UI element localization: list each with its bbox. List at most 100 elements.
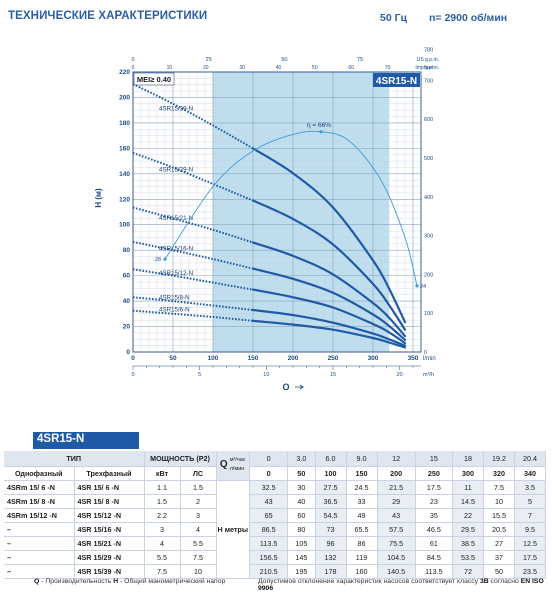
cell-three: 4SR 15/21 -N	[74, 536, 145, 551]
cell-head: 73	[315, 522, 347, 537]
cell-head: 86	[346, 536, 378, 551]
cell-single: –	[4, 536, 75, 551]
tolerance-standard: EN ISO 9906	[258, 578, 544, 592]
cell-head: 14.5	[452, 494, 484, 509]
us-gpm-tick-label: 0	[131, 57, 134, 63]
y-tick-label: 180	[119, 120, 130, 127]
cell-hp: 1.5	[180, 480, 217, 495]
y-feet-tick-label: 780	[424, 47, 433, 53]
series-line-dotted	[132, 296, 254, 311]
imp-gpm-unit: Imp g.p.m.	[415, 65, 439, 71]
cell-three: 4SR 15/16 -N	[74, 522, 145, 537]
cell-head: 53.5	[452, 550, 484, 565]
efficiency-end-label: 24	[420, 284, 426, 290]
cell-head: 49	[346, 508, 378, 523]
y-feet-tick-label: 500	[424, 156, 433, 162]
cell-head: 156.5	[249, 550, 289, 565]
cell-kw: 1.5	[144, 494, 181, 509]
x-axis-label: Q	[282, 382, 289, 390]
flow-lmin-cell: 50	[287, 466, 316, 481]
flow-m3h-cell: 6.0	[315, 451, 347, 467]
model-badge	[373, 73, 420, 87]
cell-kw: 4	[144, 536, 181, 551]
us-gpm-tick-label: 25	[206, 57, 212, 63]
flow-lmin-cell: 340	[514, 466, 547, 481]
cell-single: 4SRm 15/12 -N	[4, 508, 75, 523]
imp-gpm-tick-label: 0	[132, 65, 135, 71]
cell-head: 160	[346, 564, 378, 579]
cell-head: 61	[415, 536, 454, 551]
efficiency-start-label: 28	[155, 257, 161, 263]
cell-head: 43	[377, 508, 416, 523]
h-text: - Общий манометрический напор	[118, 578, 226, 585]
flow-lmin-cell: 200	[377, 466, 416, 481]
imp-gpm-tick-label: 20	[203, 65, 209, 71]
cell-head: 84.5	[415, 550, 454, 565]
flow-m3h-cell: 3.0	[287, 451, 316, 467]
cell-head: 21.5	[377, 480, 416, 495]
x-lmin-tick-label: 50	[169, 355, 177, 362]
cell-head: 140.5	[377, 564, 416, 579]
model-tab: 4SR15-N	[33, 432, 139, 449]
q-unit-cell: Q м³/час л/мин	[216, 451, 250, 481]
flow-lmin-cell: 150	[346, 466, 378, 481]
cell-head: 36.5	[315, 494, 347, 509]
cell-hp: 7.5	[180, 550, 217, 565]
flow-m3h-cell: 20.4	[514, 451, 547, 467]
col-power-header: МОЩНОСТЬ (P2)	[144, 451, 217, 467]
cell-single: –	[4, 550, 75, 565]
efficiency-end-point	[415, 284, 419, 288]
cell-head: 22	[452, 508, 484, 523]
cell-head: 104.5	[377, 550, 416, 565]
cell-head: 50	[483, 564, 515, 579]
performance-table: ТИП МОЩНОСТЬ (P2) Q м³/час л/мин 0 3.0 6…	[4, 451, 547, 579]
cell-hp: 5.5	[180, 536, 217, 551]
cell-head: 195	[287, 564, 316, 579]
table-row: –4SR 15/39 -N 7.5 10 210.5 195 178 160 140.5 113…	[4, 564, 547, 579]
y-axis-label: H (м)	[94, 188, 103, 208]
cell-head: 7.5	[483, 480, 515, 495]
cell-three: 4SR 15/39 -N	[74, 564, 145, 579]
cell-head: 12.5	[514, 536, 547, 551]
cell-head: 32.5	[249, 480, 289, 495]
cell-head: 46.5	[415, 522, 454, 537]
x-lmin-tick-label: 300	[368, 355, 379, 362]
y-tick-label: 80	[123, 247, 131, 254]
q-text: - Производительность	[39, 578, 114, 585]
cell-head: 54.5	[315, 508, 347, 523]
y-feet-tick-label: 700	[424, 78, 433, 84]
cell-kw: 5.5	[144, 550, 181, 565]
table-row: 4SRm 15/ 8 -N 4SR 15/ 8 -N 1.5 2 43 40 36.5 33 2…	[4, 494, 547, 509]
imp-gpm-tick-label: 30	[239, 65, 245, 71]
x-lmin-unit: l/min	[423, 356, 436, 362]
series-line-dotted	[132, 151, 254, 202]
cell-head: 23.5	[514, 564, 547, 579]
y-feet-unit: feet	[424, 65, 434, 71]
cell-head: 210.5	[249, 564, 289, 579]
table-row: –4SR 15/29 -N 5.5 7.5 156.5 145 132 119 104.5 84…	[4, 550, 547, 565]
y-tick-label: 20	[123, 324, 131, 331]
us-gpm-tick-label: 50	[281, 57, 287, 63]
series-line	[251, 288, 407, 345]
footer-legend: Q - Производительность H - Общий маномет…	[34, 578, 225, 585]
cell-head: 27.5	[315, 480, 347, 495]
speed-label: n= 2900 об/мин	[429, 12, 508, 24]
mei-label: MEI≥ 0.40	[137, 75, 171, 84]
footer-tolerance: Допустимое отклонение характеристик насо…	[258, 578, 553, 592]
imp-gpm-tick-label: 60	[348, 65, 354, 71]
y-tick-label: 120	[119, 196, 130, 203]
y-tick-label: 200	[119, 94, 130, 101]
us-gpm-unit: US g.p.m.	[417, 57, 439, 63]
series-line-dotted	[132, 240, 254, 270]
y-tick-label: 0	[126, 349, 130, 356]
col-hp-header: ЛС	[180, 466, 217, 481]
cell-head: 43	[249, 494, 289, 509]
series-label: 4SR15/21-N	[159, 215, 193, 222]
x-lmin-tick-label: 150	[248, 355, 259, 362]
x-m3h-tick-label: 0	[131, 372, 134, 378]
series-line	[251, 199, 407, 331]
cell-head: 96	[315, 536, 347, 551]
cell-three: 4SR 15/ 8 -N	[74, 494, 145, 509]
efficiency-start-point	[163, 257, 167, 261]
